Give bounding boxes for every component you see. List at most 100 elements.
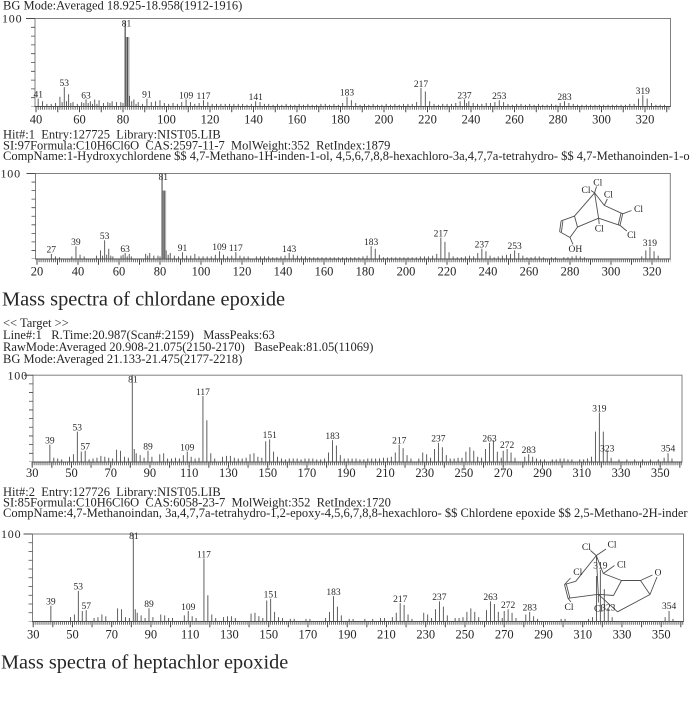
svg-text:80: 80 — [117, 113, 130, 127]
svg-text:323: 323 — [600, 445, 615, 455]
svg-text:263: 263 — [482, 435, 497, 445]
svg-text:140: 140 — [244, 113, 263, 127]
svg-text:91: 91 — [178, 244, 188, 254]
svg-text:151: 151 — [264, 591, 279, 601]
svg-text:90: 90 — [145, 628, 158, 642]
svg-text:Cl: Cl — [565, 603, 574, 613]
svg-text:319: 319 — [636, 87, 651, 97]
svg-text:100: 100 — [192, 265, 211, 279]
svg-text:39: 39 — [71, 238, 81, 248]
svg-text:263: 263 — [483, 593, 498, 603]
svg-text:141: 141 — [249, 93, 264, 103]
svg-text:109: 109 — [179, 91, 194, 101]
svg-text:100: 100 — [2, 12, 22, 26]
svg-text:100: 100 — [8, 368, 28, 382]
svg-text:180: 180 — [331, 113, 350, 127]
svg-text:260: 260 — [505, 113, 524, 127]
svg-text:120: 120 — [233, 265, 252, 279]
svg-text:89: 89 — [144, 600, 154, 610]
svg-text:Hit#:2 Entry:127726 Library:: Hit#:2 Entry:127726 Library:NIST05.LIB — [3, 485, 221, 499]
svg-text:217: 217 — [393, 595, 408, 605]
svg-text:160: 160 — [288, 113, 307, 127]
svg-text:100: 100 — [1, 527, 21, 541]
svg-text:Cl: Cl — [595, 225, 604, 235]
svg-text:354: 354 — [661, 445, 676, 455]
svg-text:253: 253 — [507, 242, 522, 252]
svg-text:Mass spectra of heptachlor epo: Mass spectra of heptachlor epoxide — [1, 652, 288, 674]
svg-text:Mass spectra of chlordane epox: Mass spectra of chlordane epoxide — [2, 289, 285, 311]
svg-text:Cl: Cl — [594, 605, 603, 615]
svg-text:240: 240 — [479, 265, 498, 279]
svg-text:220: 220 — [418, 113, 437, 127]
svg-text:63: 63 — [120, 245, 130, 255]
svg-text:100: 100 — [157, 113, 176, 127]
svg-text:283: 283 — [523, 604, 538, 614]
svg-text:290: 290 — [534, 628, 553, 642]
svg-text:100: 100 — [1, 167, 21, 181]
svg-text:217: 217 — [434, 229, 449, 239]
svg-text:89: 89 — [143, 443, 153, 453]
svg-text:310: 310 — [572, 466, 591, 480]
svg-text:350: 350 — [652, 628, 671, 642]
svg-text:117: 117 — [197, 550, 211, 560]
svg-text:CompName:1-Hydroxychlordene $$: CompName:1-Hydroxychlordene $$ 4,7-Metha… — [3, 149, 690, 163]
svg-text:40: 40 — [30, 113, 43, 127]
svg-text:217: 217 — [392, 436, 407, 446]
svg-text:Cl: Cl — [593, 179, 602, 189]
svg-text:63: 63 — [81, 91, 91, 101]
svg-text:190: 190 — [337, 466, 356, 480]
svg-text:O: O — [655, 568, 662, 578]
svg-text:319: 319 — [643, 239, 658, 249]
svg-text:Line#:1 R.Time:20.987(Scan#:: Line#:1 R.Time:20.987(Scan#:2159) MassPe… — [3, 328, 275, 342]
svg-text:354: 354 — [662, 602, 677, 612]
svg-text:280: 280 — [549, 113, 568, 127]
svg-text:Cl: Cl — [582, 186, 591, 196]
svg-text:<< Target >>: << Target >> — [3, 316, 69, 330]
svg-text:143: 143 — [282, 245, 297, 255]
svg-text:SI:85Formula:C10H6Cl6O CAS:60: SI:85Formula:C10H6Cl6O CAS:6058-23-7 Mol… — [3, 496, 391, 510]
svg-text:320: 320 — [636, 113, 655, 127]
svg-text:53: 53 — [100, 232, 110, 242]
svg-text:283: 283 — [557, 93, 572, 103]
svg-text:81: 81 — [122, 20, 132, 30]
svg-text:41: 41 — [33, 90, 43, 100]
svg-text:81: 81 — [129, 532, 139, 542]
svg-text:Cl: Cl — [608, 541, 617, 551]
svg-text:110: 110 — [181, 628, 199, 642]
svg-text:91: 91 — [142, 90, 152, 100]
svg-text:280: 280 — [561, 265, 580, 279]
svg-text:150: 150 — [259, 628, 278, 642]
svg-text:237: 237 — [431, 435, 446, 445]
svg-text:253: 253 — [492, 92, 507, 102]
svg-text:210: 210 — [376, 466, 395, 480]
svg-text:237: 237 — [432, 593, 447, 603]
svg-text:Cl: Cl — [573, 568, 582, 578]
svg-text:109: 109 — [180, 443, 195, 453]
svg-text:300: 300 — [592, 113, 611, 127]
svg-text:130: 130 — [220, 628, 239, 642]
svg-text:117: 117 — [197, 92, 211, 102]
svg-text:300: 300 — [602, 265, 621, 279]
svg-text:Cl: Cl — [604, 191, 613, 201]
svg-text:53: 53 — [74, 583, 84, 593]
svg-text:BG Mode:Averaged 21.133-21.475: BG Mode:Averaged 21.133-21.475(2177-2218… — [3, 352, 242, 366]
svg-text:53: 53 — [60, 79, 70, 89]
svg-text:160: 160 — [315, 265, 334, 279]
svg-text:190: 190 — [338, 628, 357, 642]
svg-text:237: 237 — [457, 91, 472, 101]
svg-text:270: 270 — [494, 466, 513, 480]
svg-text:70: 70 — [105, 628, 118, 642]
svg-text:350: 350 — [651, 466, 670, 480]
svg-text:200: 200 — [397, 265, 416, 279]
svg-text:20: 20 — [31, 265, 44, 279]
svg-text:SI:97Formula:C10H6Cl6O CAS:25: SI:97Formula:C10H6Cl6O CAS:2597-11-7 Mol… — [3, 138, 390, 152]
svg-text:Cl: Cl — [627, 231, 636, 241]
svg-text:272: 272 — [500, 441, 515, 451]
svg-text:272: 272 — [501, 601, 516, 611]
svg-text:109: 109 — [212, 243, 227, 253]
svg-text:283: 283 — [522, 446, 537, 456]
svg-text:310: 310 — [573, 628, 592, 642]
svg-text:120: 120 — [201, 113, 220, 127]
svg-text:Cl: Cl — [582, 543, 591, 553]
svg-text:240: 240 — [462, 113, 481, 127]
